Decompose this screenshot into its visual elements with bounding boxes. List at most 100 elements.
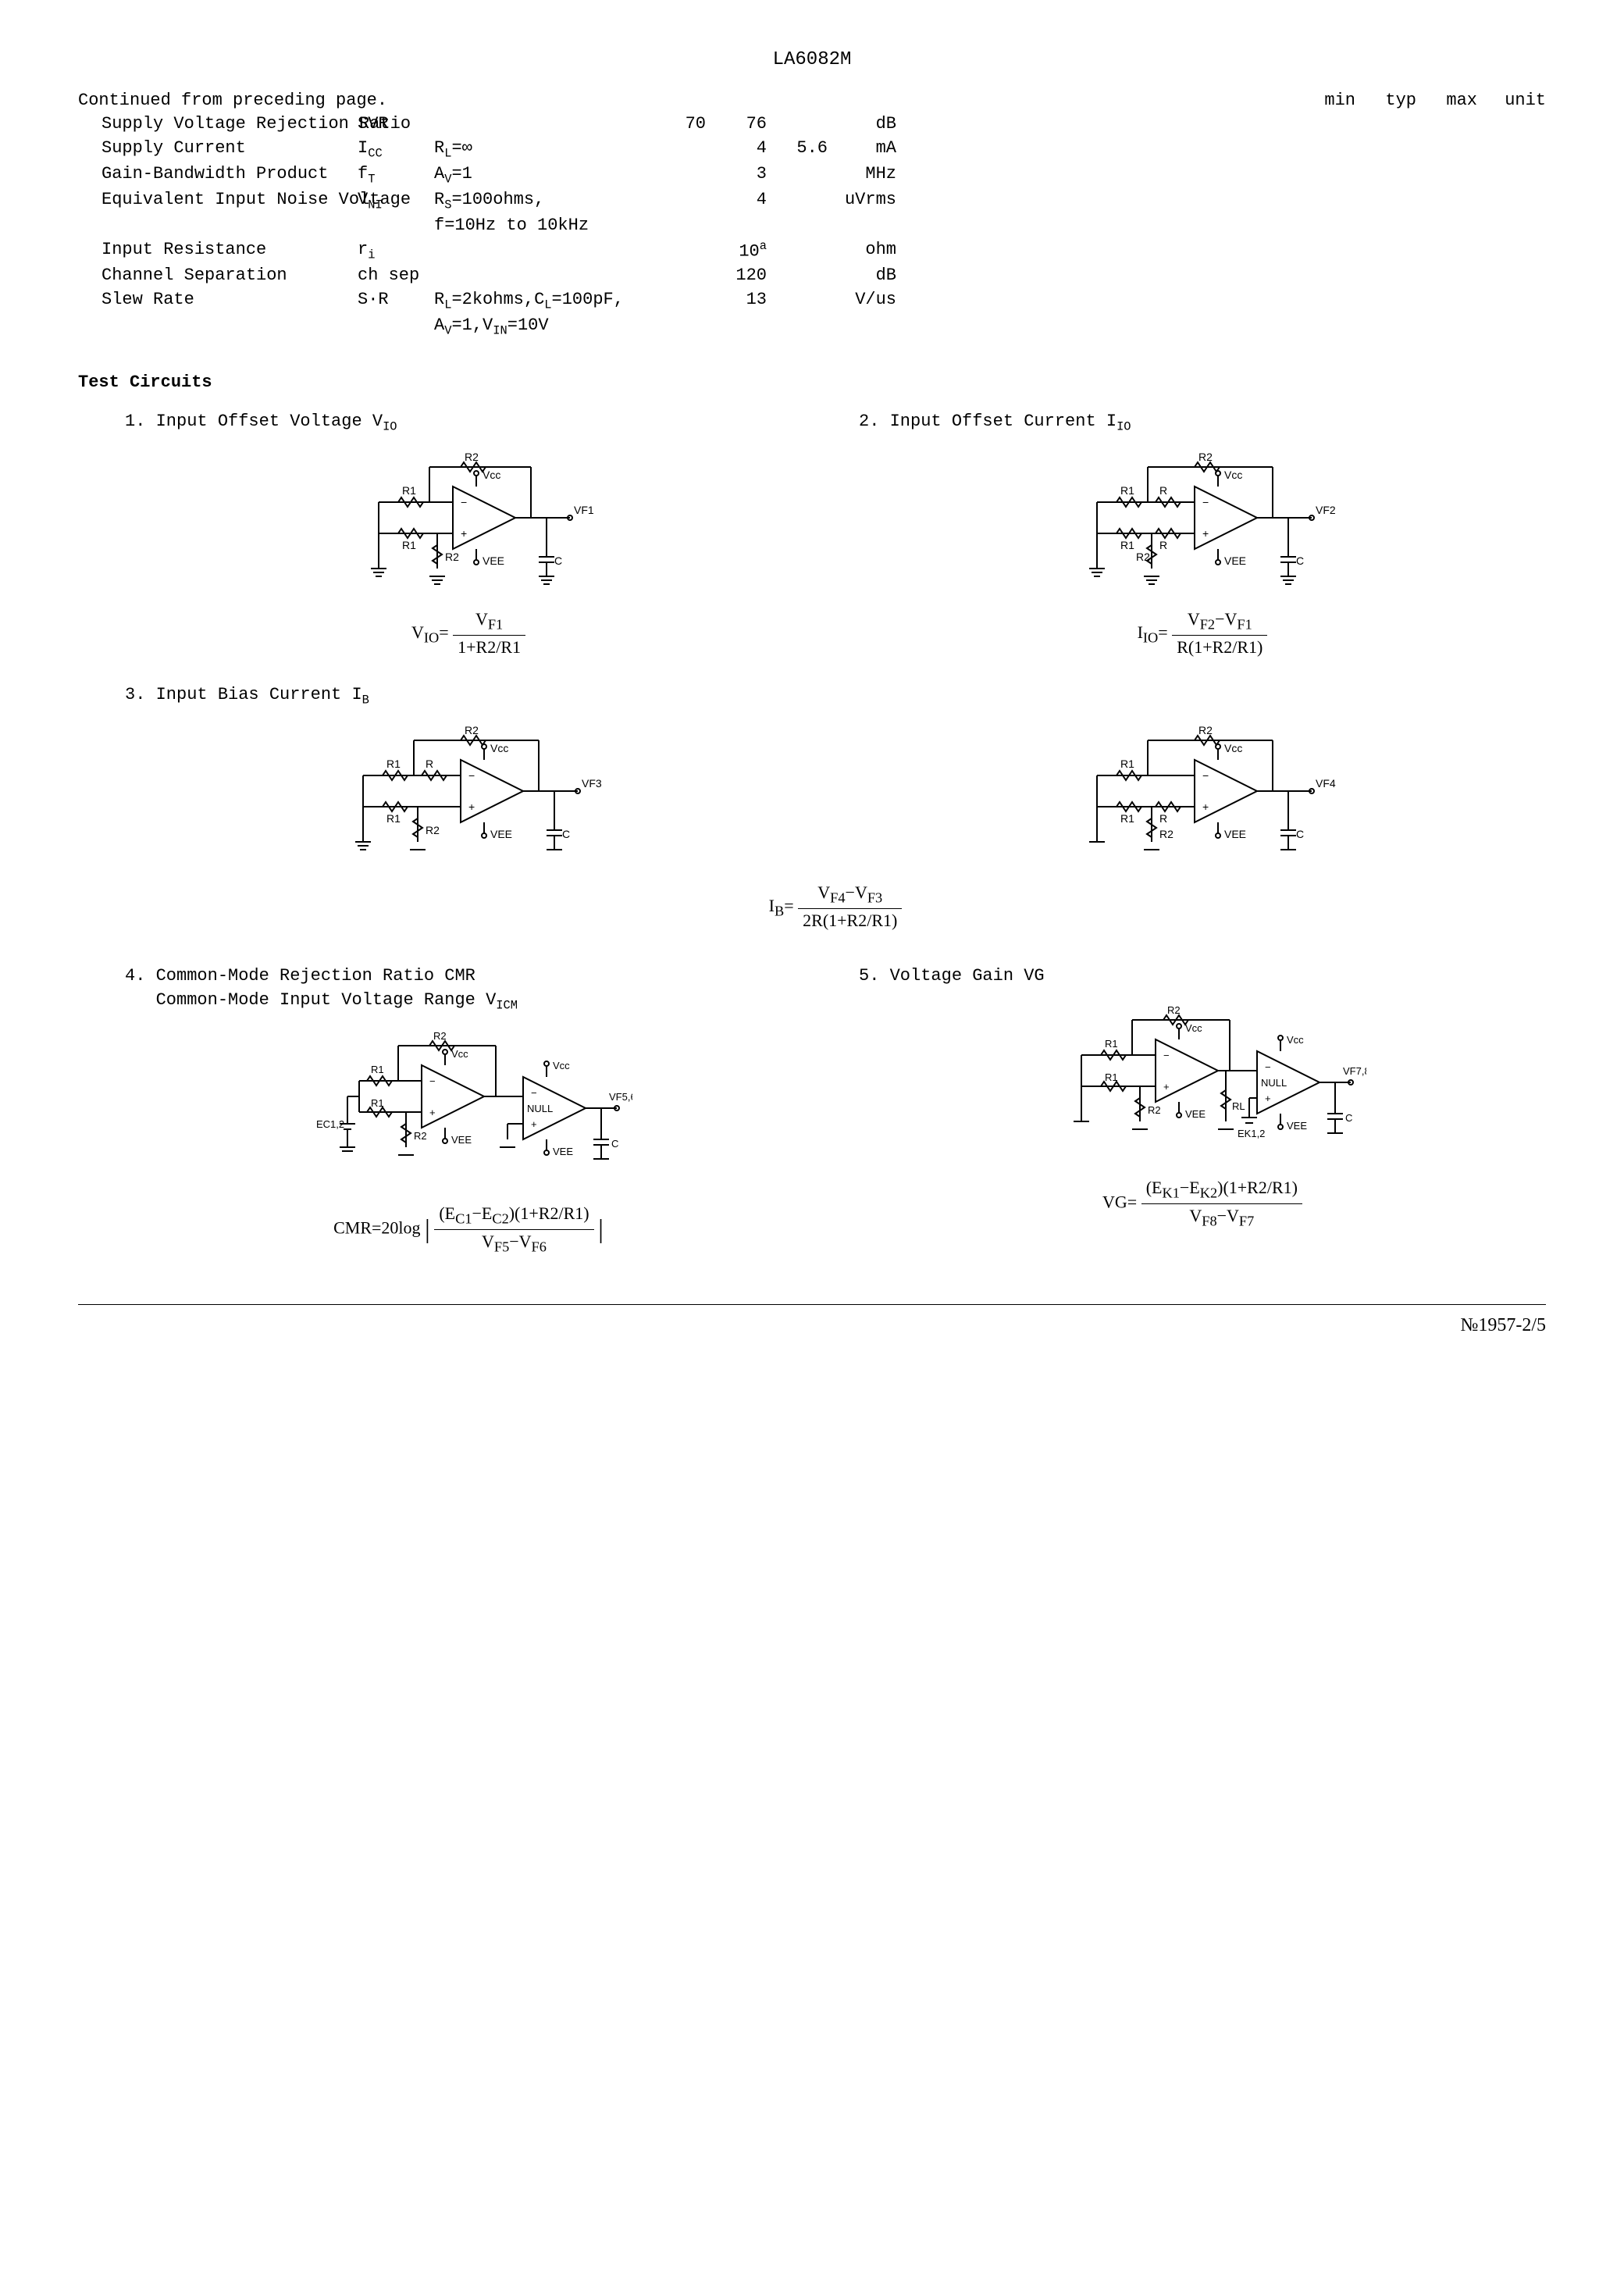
spec-max [773,162,828,188]
svg-text:R1: R1 [1120,539,1134,551]
spec-param: Equivalent Input Noise Voltage [102,188,351,238]
svg-text:+: + [531,1118,537,1130]
svg-text:VEE: VEE [1224,554,1246,567]
spec-param: Supply Voltage Rejection Ratio [102,112,351,137]
svg-text:Vcc: Vcc [1185,1022,1202,1034]
spec-symbol: fT [358,162,428,188]
svg-text:+: + [1163,1081,1170,1093]
formula-4: CMR=20log | (EC1−EC2)(1+R2/R1)VF5−VF6 | [125,1202,812,1257]
spec-param: Input Resistance [102,238,351,264]
svg-text:EK1,2: EK1,2 [1238,1128,1265,1139]
svg-text:EC1,2: EC1,2 [316,1118,344,1130]
svg-text:Vcc: Vcc [451,1048,468,1060]
test-3-title: 3. Input Bias Current IB [125,683,1546,709]
spec-symbol: S·R [358,288,428,340]
svg-text:R2: R2 [465,724,479,736]
spec-row: Gain-Bandwidth ProductfTAV=13MHz [78,162,1546,188]
spec-condition [434,264,645,288]
svg-text:−: − [468,769,475,782]
svg-text:R1: R1 [386,812,401,825]
svg-text:R2: R2 [1198,451,1213,463]
svg-text:C: C [611,1138,618,1150]
svg-text:−: − [1202,769,1209,782]
svg-text:+: + [429,1107,436,1118]
svg-text:Vcc: Vcc [490,742,508,754]
svg-text:NULL: NULL [1261,1077,1287,1089]
spec-symbol: SVR [358,112,428,137]
spec-unit: dB [834,264,896,288]
svg-text:C: C [554,554,562,567]
spec-unit: ohm [834,238,896,264]
spec-typ: 4 [712,137,767,162]
spec-max [773,112,828,137]
spec-min: 70 [651,112,706,137]
svg-text:+: + [1202,527,1209,540]
test-5-title: 5. Voltage Gain VG [859,964,1546,989]
svg-text:−: − [531,1087,537,1099]
spec-max [773,188,828,238]
svg-text:−: − [429,1075,436,1087]
svg-text:−: − [1202,496,1209,508]
circuit-2-svg: −+ R1 R1 R R R2 R2 Vcc VEE C VF2 [1062,444,1343,600]
svg-text:VF2: VF2 [1316,504,1336,516]
spec-condition [434,112,645,137]
circuit-1-svg: −+ R1 R1 R2 R2 Vcc VEE C VF1 [336,444,601,600]
test-3: 3. Input Bias Current IB [78,683,1546,933]
svg-text:R2: R2 [1198,724,1213,736]
svg-text:VF7,8: VF7,8 [1343,1065,1366,1077]
formula-5: VG= (EK1−EK2)(1+R2/R1)VF8−VF7 [859,1176,1546,1232]
svg-text:Vcc: Vcc [1287,1034,1304,1046]
spec-min [651,162,706,188]
svg-text:VF5,6: VF5,6 [609,1091,632,1103]
svg-text:RL: RL [1232,1100,1245,1112]
test-4-title: 4. Common-Mode Rejection Ratio CMR Commo… [125,964,812,1014]
svg-text:Vcc: Vcc [1224,469,1242,481]
svg-text:R1: R1 [371,1097,384,1109]
circuit-4: −+ −+ R1 R1 R2 R2 Vcc Vcc VEE VEE C VF5,… [125,1022,812,1194]
svg-text:R1: R1 [1120,484,1134,497]
spec-unit: dB [834,112,896,137]
test-4: 4. Common-Mode Rejection Ratio CMR Commo… [125,964,812,1257]
spec-row: Supply Voltage Rejection RatioSVR7076dB [78,112,1546,137]
spec-symbol: ch sep [358,264,428,288]
test-1-title: 1. Input Offset Voltage VIO [125,410,812,436]
spec-symbol: ri [358,238,428,264]
svg-text:−: − [461,496,467,508]
circuit-2: −+ R1 R1 R R R2 R2 Vcc VEE C VF2 [859,444,1546,600]
test-row-1: 1. Input Offset Voltage VIO [78,410,1546,660]
svg-text:R2: R2 [1148,1104,1161,1116]
spec-condition: RL=2kohms,CL=100pF,AV=1,VIN=10V [434,288,645,340]
test-row-3: 4. Common-Mode Rejection Ratio CMR Commo… [78,964,1546,1257]
svg-text:R1: R1 [386,758,401,770]
formula-1: VIO= VF11+R2/R1 [125,608,812,660]
spec-symbol: VNI [358,188,428,238]
spec-max [773,264,828,288]
svg-text:VEE: VEE [1185,1108,1206,1120]
spec-typ: 4 [712,188,767,238]
svg-text:VEE: VEE [1224,828,1246,840]
svg-text:R2: R2 [426,824,440,836]
spec-typ: 120 [712,264,767,288]
svg-text:+: + [468,800,475,813]
spec-min [651,288,706,340]
spec-max [773,238,828,264]
spec-unit: V/us [834,288,896,340]
svg-text:Vcc: Vcc [483,469,500,481]
spec-typ: 3 [712,162,767,188]
page-title: LA6082M [78,47,1546,73]
svg-text:Vcc: Vcc [553,1060,570,1071]
test-2-title: 2. Input Offset Current IIO [859,410,1546,436]
svg-text:R1: R1 [1105,1071,1118,1083]
svg-text:+: + [1265,1093,1271,1104]
spec-typ: 10a [712,238,767,264]
svg-text:R2: R2 [445,551,459,563]
spec-unit: mA [834,137,896,162]
test-2: 2. Input Offset Current IIO [859,410,1546,660]
svg-text:NULL: NULL [527,1103,553,1114]
spec-unit: uVrms [834,188,896,238]
continued-text: Continued from preceding page. [78,89,387,113]
spec-min [651,264,706,288]
formula-2: IIO= VF2−VF1R(1+R2/R1) [859,608,1546,660]
spec-row: Slew RateS·RRL=2kohms,CL=100pF,AV=1,VIN=… [78,288,1546,340]
svg-text:R2: R2 [414,1130,427,1142]
